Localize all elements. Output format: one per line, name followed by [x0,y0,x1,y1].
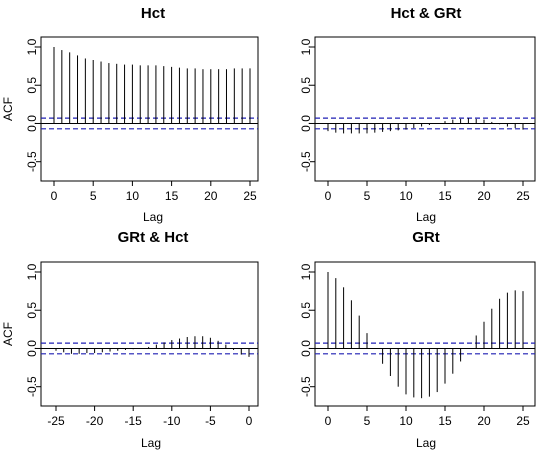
x-axis-label: Lag [416,210,436,224]
x-tick-label: 15 [438,414,452,428]
panel-hct-grt: Hct & GRt Lag 0 5 10 15 20 25 -0.5 0.0 0.5 1.0 [299,5,536,224]
x-tick-label: 0 [325,414,332,428]
x-tick-label: 0 [246,414,253,428]
y-axis-label: ACF [1,97,15,121]
x-tick-label: 5 [364,189,371,203]
plot-frame [314,36,536,182]
x-tick-label: -5 [205,414,216,428]
x-tick-label: 0 [325,189,332,203]
y-tick-label: 1.0 [25,38,39,55]
y-tick-label: 0.5 [25,77,39,94]
x-tick-label: -10 [163,414,181,428]
x-tick-label: 25 [516,189,530,203]
y-tick-label: -0.5 [299,376,313,397]
chart-title: GRt [412,229,440,246]
x-tick-label: 25 [516,414,530,428]
plot-frame [40,261,259,407]
x-tick-label: -20 [86,414,104,428]
y-tick-label: 0.5 [299,302,313,319]
y-tick-label: 0.5 [299,77,313,94]
x-tick-label: 20 [477,414,491,428]
x-tick-label: 5 [90,189,97,203]
x-tick-label: 20 [204,189,218,203]
x-tick-label: -25 [47,414,65,428]
x-tick-label: 5 [364,414,371,428]
y-tick-label: -0.5 [299,151,313,172]
x-tick-label: 20 [477,189,491,203]
y-tick-label: 0.5 [25,302,39,319]
x-tick-label: 0 [51,189,58,203]
y-tick-label: 1.0 [299,38,313,55]
panel-hct: Hct ACF Lag 0 5 10 15 20 25 -0.5 0.0 0.5 1.0 [1,5,259,224]
chart-title: GRt & Hct [118,229,189,246]
chart-title: Hct & GRt [391,5,462,22]
y-tick-label: 0.0 [25,340,39,357]
y-tick-label: 0.0 [299,115,313,132]
panel-grt: GRt Lag 0 5 10 15 20 25 -0.5 0.0 0.5 1.0 [299,229,536,450]
y-tick-label: -0.5 [25,151,39,172]
x-axis-label: Lag [143,210,163,224]
tick-group: 0 5 10 15 20 25 -0.5 0.0 0.5 1.0 [25,38,257,203]
x-tick-label: 15 [165,189,179,203]
x-axis-label: Lag [416,436,436,450]
x-tick-label: 15 [438,189,452,203]
tick-group: 0 5 10 15 20 25 -0.5 0.0 0.5 1.0 [299,38,530,203]
panel-grt-hct: GRt & Hct ACF Lag -25 -20 -15 -10 -5 0 -0.5 0.0… [1,229,259,450]
spike-group [315,272,535,399]
chart-title: Hct [141,5,165,22]
plot-frame [314,261,536,407]
x-tick-label: 10 [399,189,413,203]
x-tick-label: 10 [399,414,413,428]
plot-frame [40,36,259,182]
x-tick-label: -15 [125,414,143,428]
tick-group: 0 5 10 15 20 25 -0.5 0.0 0.5 1.0 [299,263,530,428]
y-tick-label: -0.5 [25,376,39,397]
spike-group [41,336,258,357]
y-axis-label: ACF [1,322,15,346]
spike-group [315,117,535,134]
y-tick-label: 0.0 [25,115,39,132]
spike-group [41,47,258,130]
x-tick-label: 25 [243,189,257,203]
x-axis-label: Lag [141,436,161,450]
tick-group: -25 -20 -15 -10 -5 0 -0.5 0.0 0.5 1.0 [25,263,253,428]
y-tick-label: 1.0 [299,263,313,280]
y-tick-label: 0.0 [299,340,313,357]
y-tick-label: 1.0 [25,263,39,280]
x-tick-label: 10 [126,189,140,203]
